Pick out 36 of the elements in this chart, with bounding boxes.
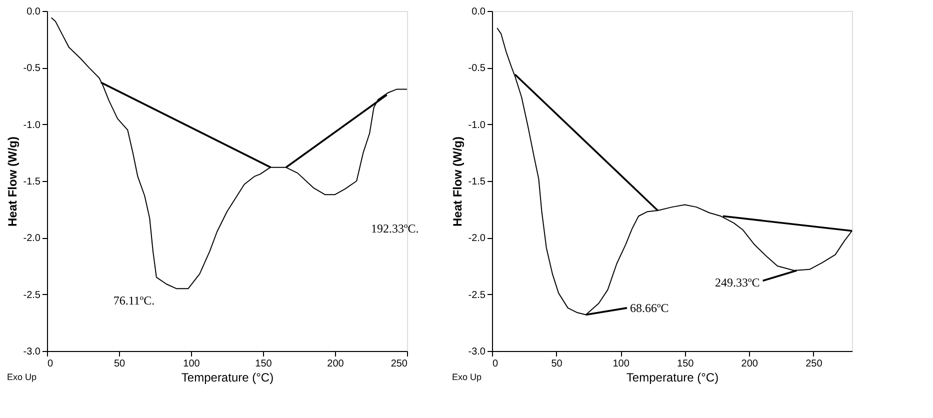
y-tick-label: -0.5 (23, 63, 41, 74)
x-tick-label: 0 (48, 358, 54, 370)
y-axis-title: Heat Flow (W/g) (450, 136, 464, 226)
x-tick-label: 50 (551, 358, 563, 370)
annotation: 249.33ºC (715, 276, 760, 290)
x-tick-label: 150 (255, 358, 272, 370)
y-tick-label: 0.0 (26, 6, 41, 18)
y-tick-label: -3.0 (23, 346, 41, 358)
text: Exo Up (452, 372, 482, 382)
y-tick-label: -3.0 (468, 346, 486, 358)
y-tick-label: 0.0 (472, 6, 486, 18)
y-tick-label: -1.5 (468, 176, 486, 188)
x-axis-title: Temperature (°C) (181, 370, 274, 384)
x-tick-label: 250 (390, 358, 408, 370)
y-tick-label: -1.5 (23, 176, 41, 188)
y-tick-label: -0.5 (468, 63, 486, 74)
x-tick-label: 200 (741, 358, 758, 370)
x-tick-label: 0 (492, 358, 498, 370)
y-tick-label: -2.0 (23, 233, 41, 244)
annotation: 68.66ºC (630, 300, 669, 315)
text: Exo Up (7, 372, 37, 382)
x-tick-label: 100 (612, 358, 630, 370)
x-tick-label: 150 (677, 358, 694, 370)
y-tick-label: -2.0 (468, 233, 486, 244)
y-tick-label: -1.0 (23, 120, 41, 131)
annotation: 192.33ºC. (371, 222, 419, 236)
x-tick-label: 250 (806, 358, 823, 370)
y-tick-label: -2.5 (468, 290, 486, 301)
y-axis-title: Heat Flow (W/g) (5, 136, 20, 226)
x-tick-label: 200 (327, 358, 344, 370)
x-tick-label: 50 (114, 358, 126, 370)
y-tick-label: -1.0 (468, 120, 486, 131)
x-axis-title: Temperature (°C) (626, 370, 719, 384)
x-tick-label: 100 (183, 358, 200, 370)
y-tick-label: -2.5 (23, 290, 41, 301)
annotation: 76.11ºC. (113, 294, 155, 308)
